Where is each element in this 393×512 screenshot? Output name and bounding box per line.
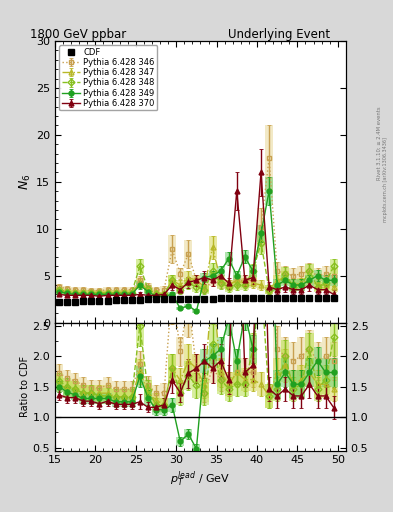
Text: 1800 GeV ppbar: 1800 GeV ppbar xyxy=(31,28,127,41)
Text: Underlying Event: Underlying Event xyxy=(228,28,330,41)
Text: mcplots.cern.ch [arXiv:1306.3436]: mcplots.cern.ch [arXiv:1306.3436] xyxy=(384,137,388,222)
Y-axis label: $N_6$: $N_6$ xyxy=(18,174,33,190)
Y-axis label: Ratio to CDF: Ratio to CDF xyxy=(20,356,29,417)
Text: Rivet 3.1.10; ≥ 2.4M events: Rivet 3.1.10; ≥ 2.4M events xyxy=(377,106,382,180)
Legend: CDF, Pythia 6.428 346, Pythia 6.428 347, Pythia 6.428 348, Pythia 6.428 349, Pyt: CDF, Pythia 6.428 346, Pythia 6.428 347,… xyxy=(59,45,157,111)
X-axis label: $p_{T}^{lead}$ / GeV: $p_{T}^{lead}$ / GeV xyxy=(170,470,231,489)
